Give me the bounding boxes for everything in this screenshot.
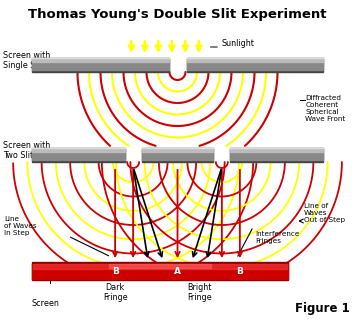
Bar xyxy=(142,148,213,162)
Text: Screen: Screen xyxy=(32,299,60,308)
Bar xyxy=(109,264,211,268)
Bar xyxy=(230,148,323,152)
Text: Line
of Waves
In Step: Line of Waves In Step xyxy=(4,216,37,236)
Bar xyxy=(32,60,169,70)
Bar xyxy=(230,148,323,162)
Text: Bright
Fringe: Bright Fringe xyxy=(187,283,212,302)
Bar xyxy=(32,148,125,162)
Text: Line of
Waves
Out of Step: Line of Waves Out of Step xyxy=(304,203,345,223)
Bar xyxy=(32,262,288,280)
Bar xyxy=(32,148,125,152)
Text: B: B xyxy=(236,266,243,276)
Bar xyxy=(186,58,323,72)
Text: Screen with
Single Slit: Screen with Single Slit xyxy=(3,51,50,70)
Bar xyxy=(142,148,213,152)
Text: Figure 1: Figure 1 xyxy=(295,302,350,315)
Bar xyxy=(32,58,169,62)
Text: Screen with
Two Slits: Screen with Two Slits xyxy=(3,141,50,160)
Text: B: B xyxy=(112,266,119,276)
Bar xyxy=(32,58,169,72)
Text: Thomas Young's Double Slit Experiment: Thomas Young's Double Slit Experiment xyxy=(28,8,327,21)
Text: Dark
Fringe: Dark Fringe xyxy=(103,283,127,302)
Bar xyxy=(32,150,125,160)
Bar xyxy=(32,264,288,279)
Text: Sunlight: Sunlight xyxy=(222,40,255,48)
Bar xyxy=(186,60,323,70)
Bar xyxy=(33,264,287,269)
Text: Interference
Fringes: Interference Fringes xyxy=(256,231,300,244)
Bar xyxy=(186,58,323,62)
Bar xyxy=(230,150,323,160)
Text: Diffracted
Coherent
Spherical
Wave Front: Diffracted Coherent Spherical Wave Front xyxy=(305,95,345,122)
Bar xyxy=(142,150,213,160)
Text: A: A xyxy=(174,266,181,276)
